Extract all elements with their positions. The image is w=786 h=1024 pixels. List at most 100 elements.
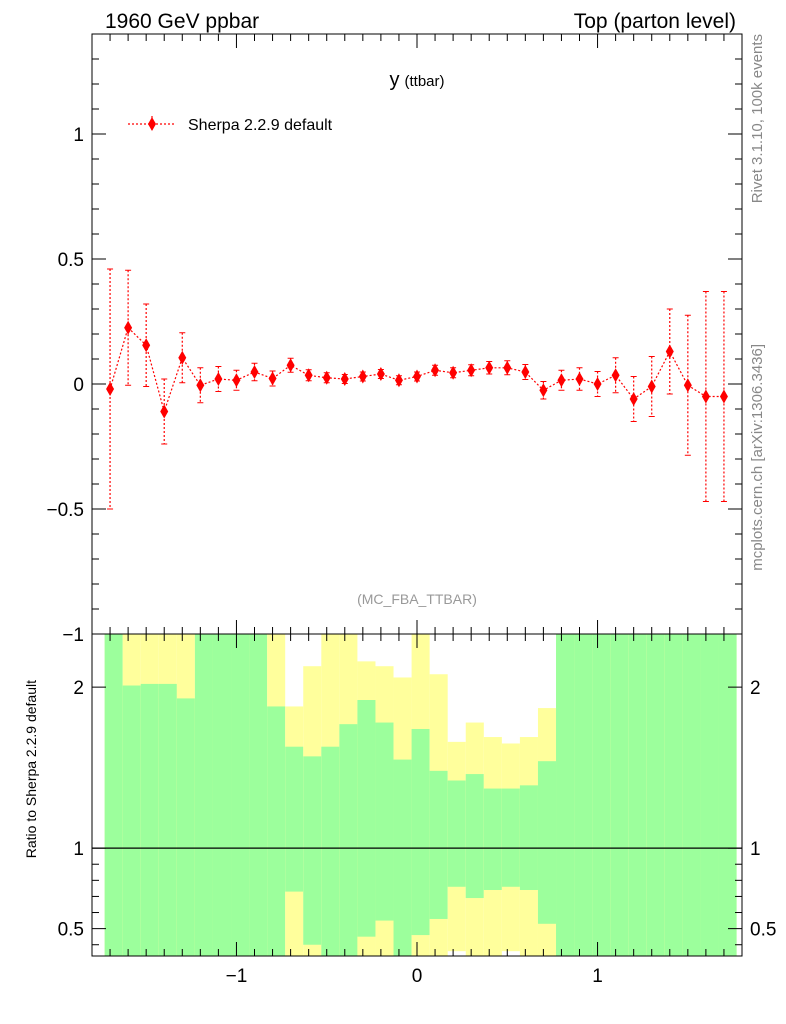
ratio-inner-band-bin xyxy=(447,780,466,887)
data-point xyxy=(394,373,403,388)
ratio-inner-band-bin xyxy=(231,634,250,956)
main-ytick-label: −1 xyxy=(62,625,84,646)
ratio-inner-band-bin xyxy=(339,724,358,956)
data-point xyxy=(431,363,440,378)
ratio-inner-band-bin xyxy=(483,788,502,890)
header-right-title: Top (parton level) xyxy=(574,10,736,33)
rivet-label: Rivet 3.1.10, 100k events xyxy=(749,34,766,203)
data-point xyxy=(124,320,133,335)
ratio-inner-band-bin xyxy=(682,634,701,956)
ratio-inner-band-bin xyxy=(628,634,647,956)
ratio-inner-band-bin xyxy=(267,706,286,956)
ratio-inner-band-bin xyxy=(104,634,123,956)
xtick-label: −1 xyxy=(226,966,248,987)
ratio-inner-band-bin xyxy=(285,746,304,892)
ratio-band-group xyxy=(92,634,742,956)
ratio-inner-band-bin xyxy=(556,634,575,956)
ratio-inner-band-bin xyxy=(357,700,376,937)
data-point xyxy=(106,382,115,396)
ratio-ylabel: Ratio to Sherpa 2.2.9 default xyxy=(23,680,39,858)
ratio-inner-band-bin xyxy=(122,685,141,956)
mcplots-label: mcplots.cern.ch [arXiv:1306.3436] xyxy=(749,344,766,571)
data-point xyxy=(376,367,385,381)
ratio-ytick-label-left: 2 xyxy=(73,678,84,699)
data-point xyxy=(539,383,548,398)
ratio-inner-band-bin xyxy=(140,683,159,956)
header-left-title: 1960 GeV ppbar xyxy=(105,10,259,33)
data-point xyxy=(160,404,169,419)
data-point xyxy=(196,378,205,393)
ratio-inner-band-bin xyxy=(411,728,430,936)
xtick-label: 1 xyxy=(592,966,603,987)
data-point xyxy=(665,344,674,359)
ratio-inner-band-bin xyxy=(574,634,593,956)
data-point xyxy=(449,365,458,380)
ratio-inner-band-bin xyxy=(465,774,484,899)
ratio-inner-band-bin xyxy=(537,761,557,924)
ratio-inner-band-bin xyxy=(212,634,232,956)
data-point xyxy=(467,363,476,378)
ratio-inner-band-bin xyxy=(393,759,412,956)
data-point xyxy=(683,378,692,393)
data-point xyxy=(304,368,313,383)
plot-title-sub: (ttbar) xyxy=(404,73,444,90)
ratio-ytick-label-right: 1 xyxy=(750,839,761,860)
ratio-inner-band-bin xyxy=(664,634,683,956)
xtick-label: 0 xyxy=(412,966,423,987)
ratio-inner-band-bin xyxy=(321,746,340,956)
ratio-inner-band-bin xyxy=(158,683,177,956)
data-point xyxy=(593,377,602,391)
ratio-inner-band-bin xyxy=(176,698,195,956)
ratio-ytick-label-right: 0.5 xyxy=(750,920,776,941)
data-point xyxy=(214,372,223,386)
data-point xyxy=(701,389,710,404)
main-ytick-label: −0.5 xyxy=(46,500,84,521)
legend: Sherpa 2.2.9 default xyxy=(128,116,333,134)
main-ytick-label: 0 xyxy=(73,375,84,396)
data-point xyxy=(286,358,295,373)
data-point xyxy=(178,350,187,365)
data-point xyxy=(142,338,151,353)
ratio-inner-band-bin xyxy=(249,634,268,956)
data-point xyxy=(485,360,494,375)
data-point xyxy=(250,365,259,379)
ratio-inner-band-bin xyxy=(429,770,448,919)
legend-label: Sherpa 2.2.9 default xyxy=(188,117,333,134)
ratio-inner-band-bin xyxy=(592,634,611,956)
data-point xyxy=(521,365,530,379)
main-ytick-label: 1 xyxy=(73,125,84,146)
analysis-label: (MC_FBA_TTBAR) xyxy=(357,591,477,607)
plot-title: y (ttbar) xyxy=(389,69,444,91)
ratio-inner-band-bin xyxy=(646,634,665,956)
ratio-inner-band-bin xyxy=(610,634,629,956)
data-point xyxy=(575,372,584,386)
ratio-inner-band-bin xyxy=(194,634,213,956)
ratio-inner-band-bin xyxy=(700,634,719,956)
ratio-inner-band-bin xyxy=(501,788,520,887)
data-point xyxy=(358,369,367,384)
ratio-ytick-label-left: 1 xyxy=(73,839,84,860)
ratio-inner-band-bin xyxy=(303,756,322,945)
data-point xyxy=(503,360,512,375)
data-point xyxy=(611,368,620,383)
ratio-ytick-label-right: 2 xyxy=(750,678,761,699)
data-point xyxy=(719,389,728,404)
main-ytick-label: 0.5 xyxy=(58,250,84,271)
series-group xyxy=(106,268,728,510)
data-point xyxy=(413,369,421,384)
data-point xyxy=(232,373,241,388)
data-point xyxy=(647,379,656,394)
data-point xyxy=(629,392,638,406)
ratio-inner-band-bin xyxy=(519,785,538,890)
legend-marker xyxy=(148,117,156,131)
data-point xyxy=(268,371,277,386)
plot-title-main: y xyxy=(389,69,399,91)
data-point xyxy=(340,372,349,386)
axes-group: −1 0 1 −1 −0.5 0 0.5 1 0.5 0.5 1 1 2 2 xyxy=(46,33,776,987)
data-point xyxy=(557,373,566,388)
ratio-inner-band-bin xyxy=(718,634,737,956)
data-point xyxy=(322,370,331,385)
ratio-ytick-label-left: 0.5 xyxy=(58,920,84,941)
ratio-inner-band-bin xyxy=(375,722,394,921)
